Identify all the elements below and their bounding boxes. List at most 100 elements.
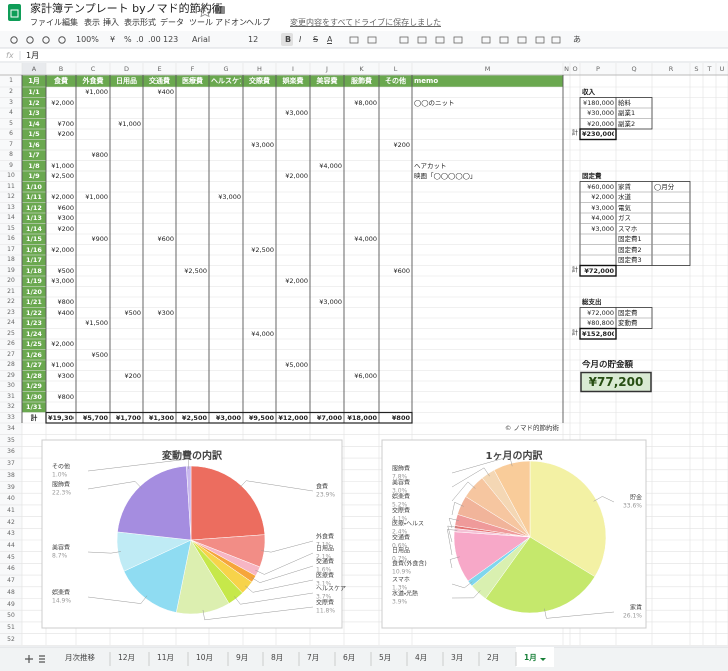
row-header[interactable]: 19 — [7, 266, 15, 274]
cell[interactable]: ¥600 — [393, 266, 410, 275]
doc-title[interactable]: 家計簿テンプレート byノマド的節約術 — [30, 2, 223, 15]
column-header[interactable]: F — [190, 65, 195, 73]
toolbar-decimal-less[interactable]: .0 — [136, 35, 144, 44]
name-cell[interactable]: 固定費2 — [618, 245, 642, 254]
row-header[interactable]: 23 — [7, 308, 15, 316]
cell[interactable]: ¥2,500 — [251, 245, 274, 254]
header-cell[interactable]: その他 — [385, 77, 406, 85]
cell[interactable]: ヘアカット — [414, 161, 447, 170]
cell[interactable]: 映画「◯◯◯◯◯」 — [414, 172, 477, 180]
header-cell[interactable]: 服飾費 — [351, 77, 372, 85]
date-cell[interactable]: 1/10 — [26, 182, 42, 191]
row-header[interactable]: 36 — [7, 448, 15, 456]
cell[interactable]: ¥1,000 — [118, 119, 141, 128]
total-cell[interactable]: ¥18,000 — [347, 413, 377, 422]
column-header[interactable]: T — [707, 65, 712, 73]
total-cell[interactable]: ¥12,000 — [278, 413, 308, 422]
amount-cell[interactable]: ¥30,000 — [587, 109, 614, 117]
row-header[interactable]: 7 — [9, 140, 13, 148]
date-cell[interactable]: 1/1 — [28, 88, 40, 96]
row-header[interactable]: 27 — [7, 350, 15, 358]
cell[interactable]: ◯◯のニット — [414, 98, 455, 107]
row-header[interactable]: 21 — [7, 287, 15, 295]
cell[interactable]: ¥2,000 — [285, 277, 308, 285]
header-cell[interactable]: 1月 — [28, 77, 40, 85]
total-cell[interactable]: 計 — [30, 413, 38, 422]
date-cell[interactable]: 1/11 — [26, 193, 42, 201]
row-header[interactable]: 37 — [7, 460, 15, 468]
cell[interactable]: ¥900 — [91, 235, 108, 243]
row-header[interactable]: 11 — [7, 182, 15, 190]
total-cell[interactable]: ¥1,700 — [115, 413, 141, 422]
row-header[interactable]: 22 — [7, 298, 15, 305]
toolbar-icon[interactable] — [367, 36, 377, 44]
cell[interactable]: ¥800 — [91, 151, 108, 159]
cell[interactable]: ¥4,000 — [354, 235, 377, 243]
header-cell[interactable]: 交際費 — [249, 77, 270, 85]
row-header[interactable]: 15 — [7, 224, 15, 232]
cell[interactable]: ¥1,000 — [85, 88, 108, 96]
menu-item[interactable]: 表示形式 — [124, 18, 156, 27]
row-header[interactable]: 9 — [9, 161, 13, 169]
toolbar-icon[interactable] — [453, 36, 463, 44]
date-cell[interactable]: 1/29 — [26, 382, 42, 390]
toolbar-zoom[interactable]: 100% — [76, 35, 99, 44]
row-header[interactable]: 20 — [7, 277, 15, 284]
row-header[interactable]: 29 — [7, 371, 15, 379]
header-cell[interactable]: 医療費 — [182, 77, 203, 85]
sheet-tab[interactable]: 6月 — [343, 653, 356, 662]
sheet-tab[interactable]: 11月 — [157, 653, 175, 662]
menu-item[interactable]: アドオン — [215, 18, 247, 27]
row-header[interactable]: 47 — [7, 577, 15, 585]
row-header[interactable]: 32 — [7, 403, 15, 410]
cell[interactable]: ¥3,000 — [319, 298, 342, 306]
row-header[interactable]: 24 — [7, 319, 15, 326]
cell[interactable]: ¥4,000 — [319, 161, 342, 170]
column-header[interactable]: N — [564, 65, 569, 73]
cell[interactable]: ¥3,000 — [285, 109, 308, 117]
date-cell[interactable]: 1/15 — [26, 235, 42, 243]
cell[interactable]: ¥300 — [57, 371, 74, 380]
date-cell[interactable]: 1/17 — [26, 256, 42, 264]
name-cell[interactable]: 固定費1 — [618, 235, 642, 243]
row-header[interactable]: 43 — [7, 530, 15, 538]
header-cell[interactable]: 娯楽費 — [282, 77, 304, 85]
sheet-tab[interactable]: 4月 — [415, 653, 428, 662]
cell[interactable]: ¥2,500 — [184, 266, 207, 275]
cell[interactable]: ¥800 — [57, 298, 74, 306]
name-cell[interactable]: ガス — [618, 214, 631, 222]
amount-cell[interactable]: ¥4,000 — [591, 214, 614, 222]
cell[interactable]: ¥800 — [57, 392, 74, 401]
star-icon[interactable] — [198, 4, 212, 18]
sheet-tab[interactable]: 8月 — [271, 653, 284, 662]
date-cell[interactable]: 1/4 — [28, 119, 40, 128]
sheet-tab[interactable]: 月次推移 — [65, 653, 95, 662]
cell[interactable]: ¥200 — [57, 224, 74, 233]
menu-item[interactable]: ファイル — [30, 18, 62, 27]
cell[interactable]: ¥600 — [57, 203, 74, 212]
paint-format-icon[interactable] — [58, 36, 66, 44]
row-header[interactable]: 17 — [7, 245, 15, 253]
menu-item[interactable]: 表示 — [84, 18, 100, 27]
column-header[interactable]: S — [694, 65, 699, 73]
menu-item[interactable]: ヘルプ — [246, 18, 270, 27]
toolbar-icon[interactable] — [349, 36, 359, 44]
amount-cell[interactable]: ¥180,000 — [582, 98, 614, 107]
total-cell[interactable]: ¥9,500 — [248, 413, 274, 422]
row-header[interactable]: 45 — [7, 553, 15, 561]
date-cell[interactable]: 1/3 — [28, 109, 40, 117]
menu-item[interactable]: ツール — [189, 18, 213, 27]
toolbar-currency[interactable]: ¥ — [110, 35, 116, 44]
section-total[interactable]: ¥230,000 — [582, 130, 614, 138]
cell[interactable]: ¥200 — [393, 140, 410, 149]
toolbar-number-format[interactable]: 123 — [163, 35, 179, 44]
row-header[interactable]: 41 — [7, 506, 15, 514]
header-cell[interactable]: memo — [414, 77, 439, 85]
column-header[interactable]: P — [596, 65, 600, 73]
cell[interactable]: ¥300 — [157, 308, 174, 317]
row-header[interactable]: 40 — [7, 495, 15, 503]
total-label[interactable]: 計 — [572, 130, 578, 137]
date-cell[interactable]: 1/18 — [26, 266, 42, 275]
menu-item[interactable]: 編集 — [62, 18, 78, 27]
cell[interactable]: ¥200 — [124, 371, 141, 380]
